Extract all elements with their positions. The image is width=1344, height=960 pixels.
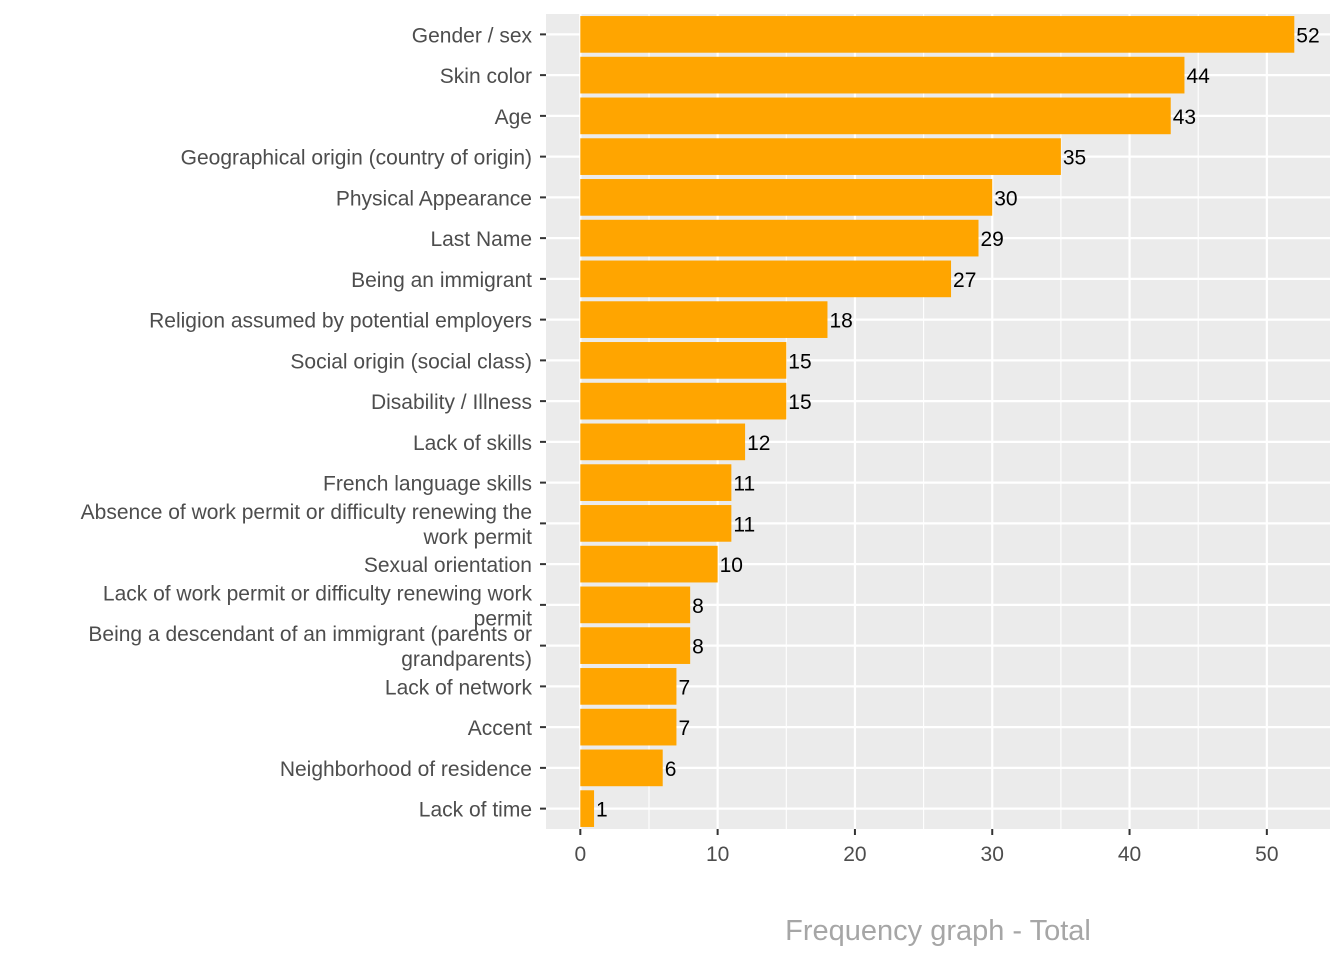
bar: [580, 423, 746, 461]
data-label: 30: [994, 187, 1017, 210]
data-label: 7: [678, 676, 690, 699]
bar: [580, 545, 718, 583]
y-tick-label: Being a descendant of an immigrant (pare…: [88, 623, 532, 646]
bar: [580, 138, 1061, 175]
y-tick-label: permit: [474, 607, 533, 630]
data-label: 11: [733, 473, 755, 496]
data-label: 10: [720, 554, 743, 577]
data-label: 8: [692, 636, 704, 659]
y-tick-label: grandparents): [401, 648, 532, 671]
bar: [580, 260, 952, 298]
bar: [580, 179, 993, 216]
x-tick-label: 20: [843, 843, 866, 866]
y-tick-label: Religion assumed by potential employers: [149, 310, 532, 333]
data-label: 15: [788, 391, 811, 414]
x-tick-label: 30: [981, 843, 1004, 866]
y-tick-label: Neighborhood of residence: [280, 758, 532, 781]
y-tick-label: Lack of skills: [413, 432, 532, 455]
bars: [580, 16, 1295, 827]
x-tick-label: 10: [706, 843, 729, 866]
y-tick-label: work permit: [422, 526, 532, 549]
y-tick-label: Absence of work permit or difficulty ren…: [81, 501, 532, 524]
x-tick-label: 40: [1118, 843, 1141, 866]
y-tick-label: Being an immigrant: [351, 269, 532, 292]
bar: [580, 464, 732, 501]
y-tick-label: Physical Appearance: [336, 187, 532, 210]
y-tick-label: Age: [495, 106, 532, 129]
y-tick-label: Geographical origin (country of origin): [181, 147, 532, 170]
bar: [580, 749, 663, 787]
data-label: 12: [747, 432, 770, 455]
bar: [580, 97, 1171, 135]
bar: [580, 219, 979, 257]
data-label: 7: [678, 717, 690, 740]
plot-panel: [546, 14, 1330, 829]
y-axis: Gender / sex Skin color Age Geographical or…: [81, 24, 546, 822]
data-label: 1: [596, 799, 608, 822]
data-label: 43: [1173, 106, 1196, 129]
data-label: 44: [1186, 65, 1210, 88]
y-tick-label: Sexual orientation: [364, 554, 532, 577]
bar: [580, 16, 1295, 53]
y-tick-label: Gender / sex: [412, 24, 533, 47]
y-tick-label: Disability / Illness: [371, 391, 532, 414]
bar: [580, 586, 691, 624]
x-axis: 0 10 20 30 40 50: [574, 829, 1279, 866]
bar: [580, 668, 677, 705]
bar: [580, 301, 828, 338]
x-tick-label: 50: [1255, 843, 1278, 866]
bar: [580, 56, 1185, 94]
bar: [580, 382, 787, 420]
data-label: 18: [829, 310, 852, 333]
data-label: 15: [788, 350, 811, 373]
y-tick-label: Lack of time: [419, 799, 532, 822]
chart-title: Frequency graph - Total: [785, 915, 1091, 947]
data-label: 6: [665, 758, 677, 781]
data-label: 27: [953, 269, 976, 292]
data-label: 8: [692, 595, 704, 618]
y-tick-label: Accent: [468, 717, 532, 740]
bar: [580, 505, 732, 542]
data-label: 52: [1296, 24, 1319, 47]
bar: [580, 790, 595, 827]
x-tick-label: 0: [574, 843, 586, 866]
y-tick-label: Lack of work permit or difficulty renewi…: [103, 582, 533, 605]
bar: [580, 627, 691, 664]
data-label: 35: [1063, 147, 1086, 170]
bar: [580, 708, 677, 746]
y-tick-label: Social origin (social class): [290, 350, 532, 373]
data-label: 11: [733, 513, 755, 536]
bar: [580, 342, 787, 379]
y-tick-label: Last Name: [430, 228, 532, 251]
y-tick-label: Lack of network: [385, 676, 533, 699]
y-tick-label: French language skills: [323, 473, 532, 496]
y-tick-label: Skin color: [440, 65, 532, 88]
data-label: 29: [981, 228, 1004, 251]
